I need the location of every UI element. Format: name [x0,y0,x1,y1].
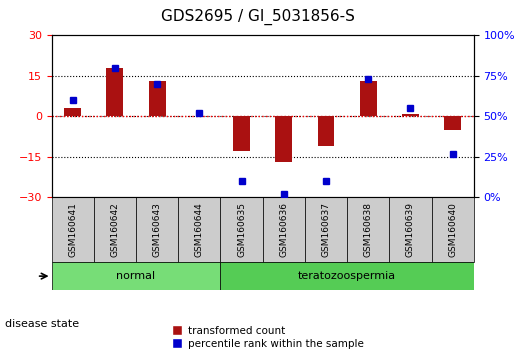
Bar [402,114,419,116]
Text: GSM160640: GSM160640 [448,202,457,257]
Bar [276,116,292,162]
Text: GDS2695 / GI_5031856-S: GDS2695 / GI_5031856-S [161,8,354,25]
FancyBboxPatch shape [52,262,220,290]
Text: normal: normal [116,271,156,281]
Text: teratozoospermia: teratozoospermia [298,271,396,281]
FancyBboxPatch shape [136,197,178,262]
Bar [233,116,250,152]
Bar [360,81,376,116]
FancyBboxPatch shape [389,197,432,262]
Bar [318,116,334,146]
FancyBboxPatch shape [94,197,136,262]
Legend: transformed count, percentile rank within the sample: transformed count, percentile rank withi… [172,326,364,349]
FancyBboxPatch shape [178,197,220,262]
Bar [64,108,81,116]
Text: GSM160643: GSM160643 [152,202,162,257]
FancyBboxPatch shape [432,197,474,262]
Text: GSM160639: GSM160639 [406,202,415,257]
FancyBboxPatch shape [220,197,263,262]
FancyBboxPatch shape [52,197,94,262]
Bar [444,116,461,130]
Text: GSM160642: GSM160642 [110,202,119,257]
Text: GSM160636: GSM160636 [279,202,288,257]
Text: GSM160637: GSM160637 [321,202,331,257]
Bar [191,115,208,116]
FancyBboxPatch shape [263,197,305,262]
FancyBboxPatch shape [305,197,347,262]
Bar [149,81,165,116]
Text: GSM160638: GSM160638 [364,202,373,257]
FancyBboxPatch shape [220,262,474,290]
Text: GSM160644: GSM160644 [195,202,204,257]
Text: GSM160635: GSM160635 [237,202,246,257]
FancyBboxPatch shape [347,197,389,262]
Text: GSM160641: GSM160641 [68,202,77,257]
Bar [107,68,123,116]
Text: disease state: disease state [5,319,79,329]
